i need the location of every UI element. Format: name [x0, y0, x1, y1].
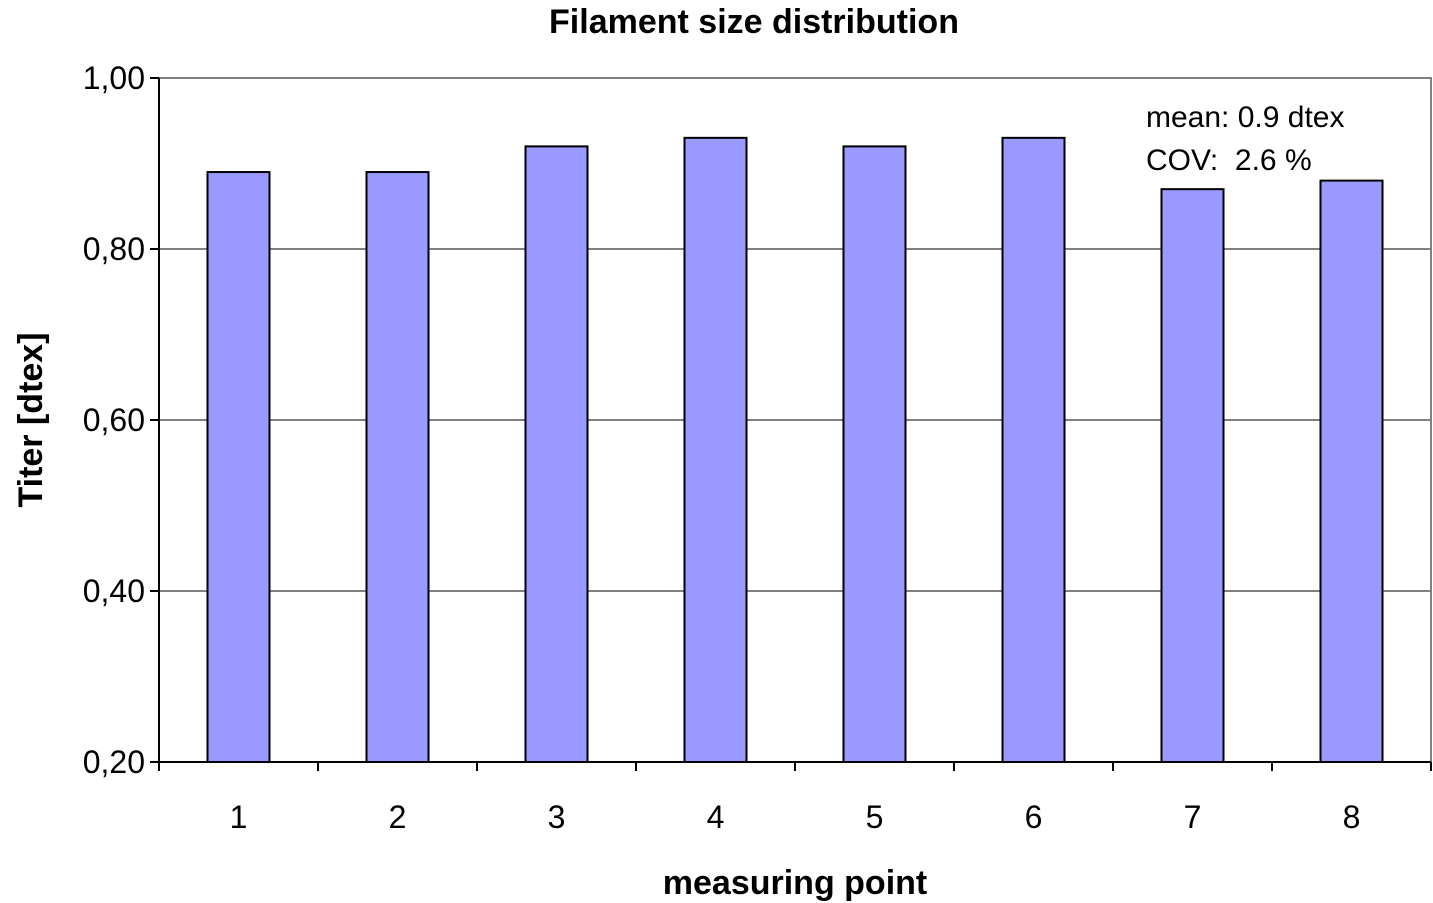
- bar: [524, 145, 589, 763]
- bar: [1319, 179, 1384, 764]
- x-tick-label: 2: [389, 799, 407, 835]
- bar: [1001, 136, 1066, 764]
- x-tick-label: 1: [230, 799, 248, 835]
- y-axis-label: Titer [dtex]: [12, 332, 50, 507]
- mean-annotation: mean: 0.9 dtex: [1146, 101, 1344, 134]
- bar: [683, 136, 748, 764]
- x-axis-ticks: 1 2 3 4 5 6 7 8: [158, 762, 1432, 835]
- bar: [365, 171, 430, 764]
- x-tick-label: 3: [548, 799, 566, 835]
- x-tick-label: 8: [1343, 799, 1361, 835]
- x-tick-label: 5: [866, 799, 884, 835]
- chart-title: Filament size distribution: [549, 3, 959, 41]
- y-axis-ticks: 0,20 0,40 0,60 0,80 1,00: [83, 60, 159, 780]
- bar: [206, 171, 271, 764]
- gridlines: [159, 248, 1431, 592]
- x-tick-label: 7: [1184, 799, 1202, 835]
- bar: [1160, 188, 1225, 763]
- bars: [206, 136, 1384, 764]
- x-tick-label: 4: [707, 799, 725, 835]
- y-tick-label: 0,20: [83, 744, 145, 780]
- x-axis-label: measuring point: [663, 864, 927, 902]
- x-tick-label: 6: [1025, 799, 1043, 835]
- y-tick-label: 0,80: [83, 231, 145, 267]
- y-tick-label: 1,00: [83, 60, 145, 96]
- cov-annotation: COV: 2.6 %: [1146, 144, 1312, 177]
- bar: [842, 145, 907, 763]
- y-tick-label: 0,60: [83, 402, 145, 438]
- y-tick-label: 0,40: [83, 573, 145, 609]
